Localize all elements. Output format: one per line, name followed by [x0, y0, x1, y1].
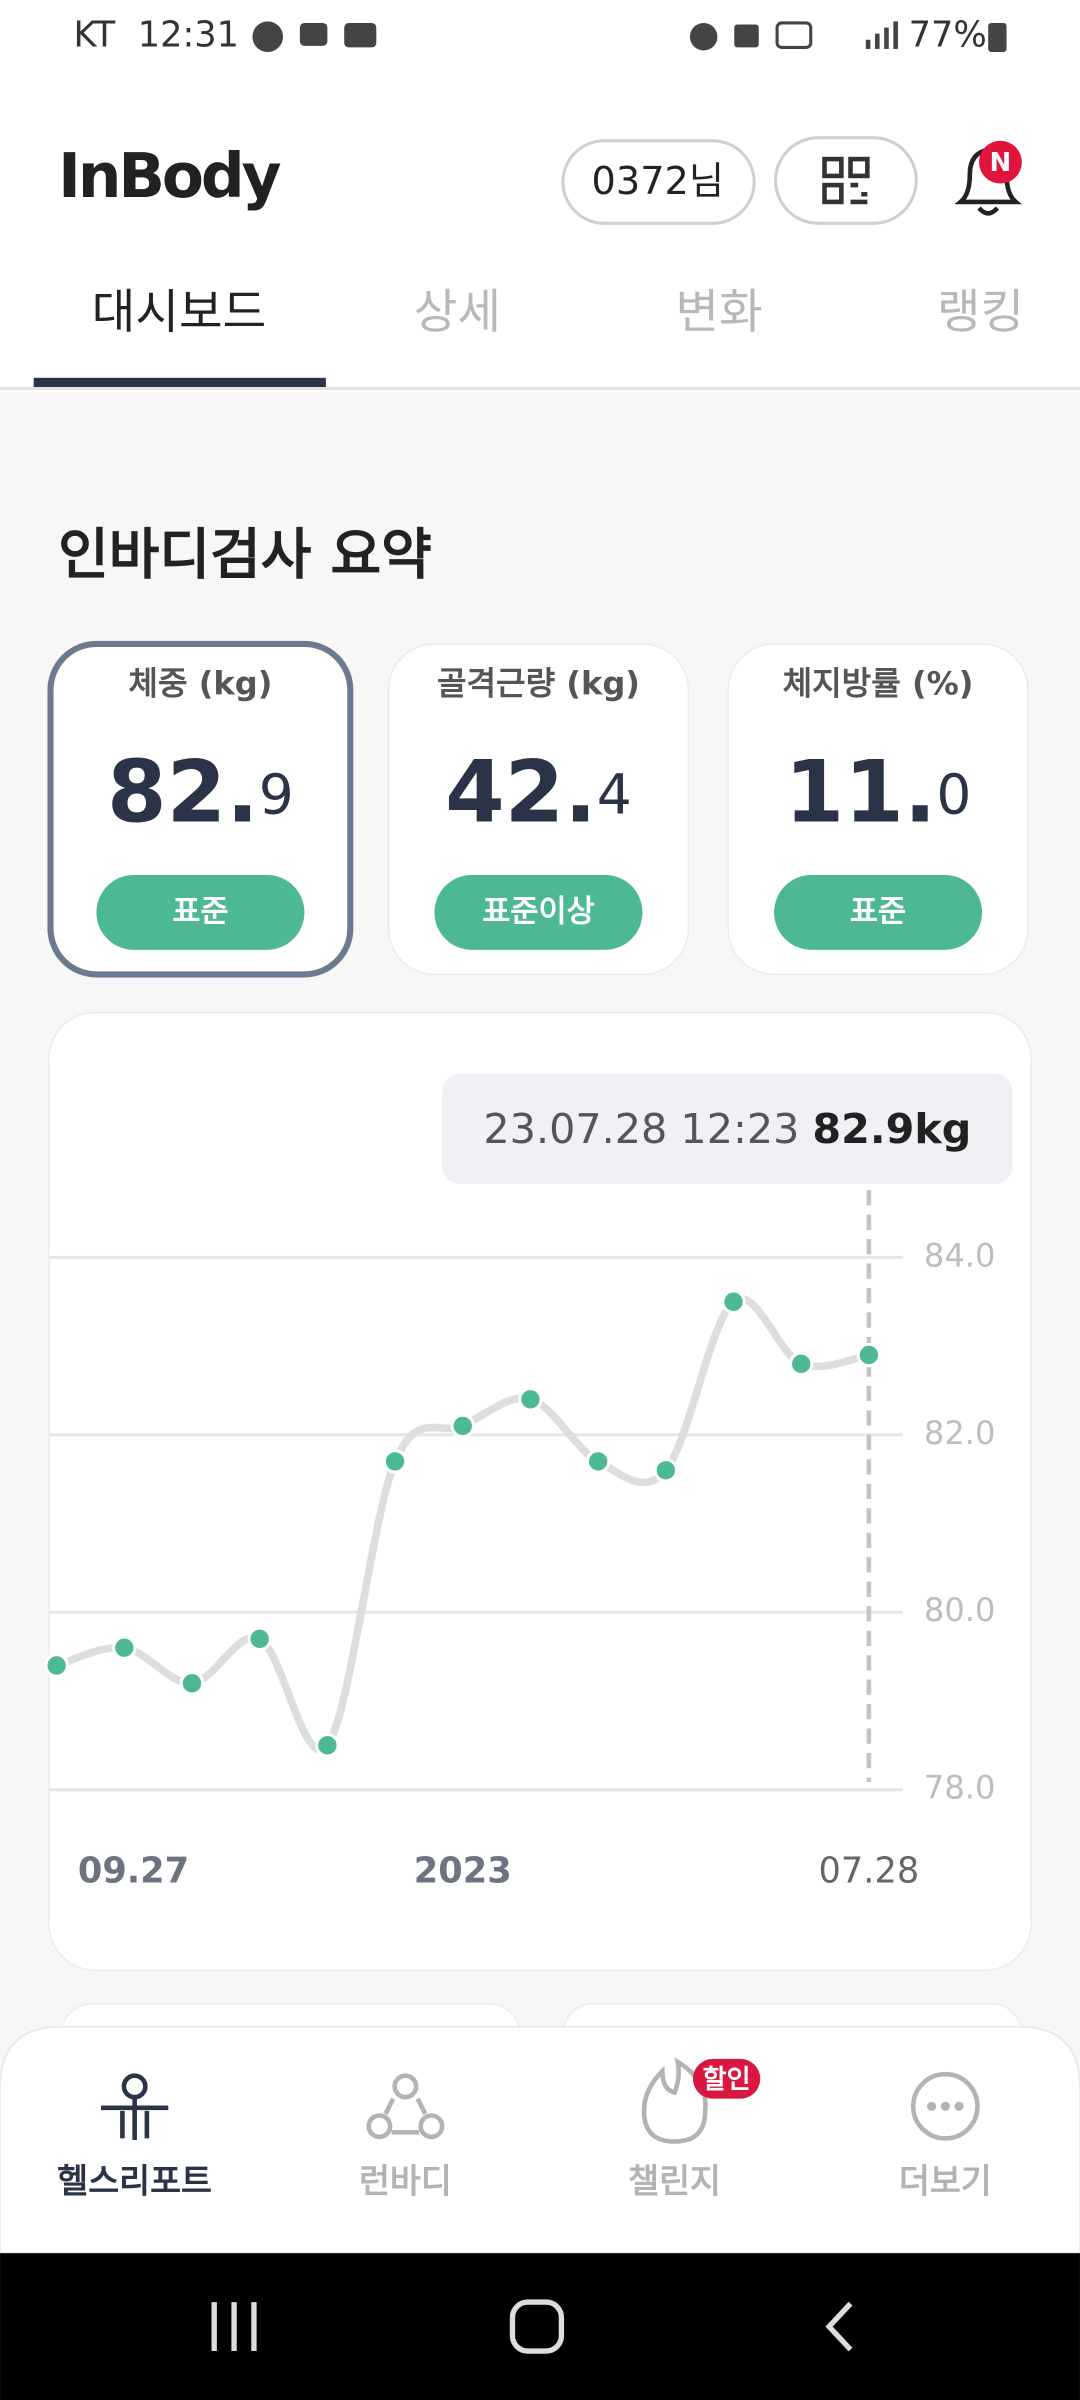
nav-items: 헬스리포트 런바디 챌린지 더보기 [57, 2161, 992, 2200]
data-point [315, 1733, 340, 1758]
card-label: 체지방률 (%) [783, 664, 974, 702]
svg-text:N: N [990, 148, 1012, 178]
y-tick-label: 82.0 [924, 1414, 995, 1452]
chart: 78.0 80.0 82.0 84.0 09.27 2023 07.28 [44, 1190, 995, 1891]
card-value: 42.4 [445, 743, 632, 843]
data-point [247, 1626, 272, 1652]
nav-label[interactable]: 챌린지 [628, 2161, 721, 2200]
x-tick-label: 09.27 [78, 1850, 189, 1891]
status-pill [434, 874, 643, 950]
card-value-decimal: 4 [597, 763, 632, 827]
nav-icons [100, 2057, 980, 2144]
status-text: 표준이상 [482, 895, 595, 930]
logo: InBody [58, 141, 280, 212]
notification-button[interactable]: N [954, 140, 1023, 216]
card-value-decimal: 0 [936, 763, 971, 827]
y-tick-label: 80.0 [924, 1591, 995, 1629]
data-point [788, 1351, 814, 1377]
data-point [382, 1449, 408, 1474]
card-value-decimal: 9 [259, 763, 294, 827]
bottom-nav [0, 2026, 1080, 2254]
system-buttons [211, 2299, 853, 2354]
tab[interactable]: 상세 [414, 285, 501, 340]
status-pill [774, 874, 983, 950]
card-label: 체중 (kg) [128, 664, 272, 702]
x-tick-label: 07.28 [819, 1850, 920, 1891]
data-point [721, 1289, 746, 1314]
nav-label[interactable]: 런바디 [359, 2161, 452, 2200]
status-icons [252, 21, 1007, 53]
x-tick-label: 2023 [414, 1850, 512, 1891]
data-point [112, 1635, 137, 1660]
clock: 12:31 [138, 15, 239, 56]
section-title: 인바디검사 요약 [58, 522, 432, 586]
data-point [585, 1449, 611, 1474]
tooltip [442, 1073, 1013, 1184]
status-text: 표준 [172, 895, 228, 930]
active-tab-indicator [33, 377, 326, 387]
card-value-integer: 82. [107, 743, 259, 843]
data-point [44, 1653, 69, 1678]
data-point [653, 1458, 679, 1483]
status-text: 표준 [850, 895, 906, 930]
battery-level: 77% [909, 15, 987, 56]
user-button[interactable] [561, 139, 756, 225]
card-value-integer: 42. [445, 743, 597, 843]
tab[interactable]: 변화 [675, 285, 762, 340]
status-pill [96, 874, 305, 950]
card-value: 11.0 [785, 743, 972, 843]
nav-label[interactable]: 헬스리포트 [57, 2161, 212, 2200]
tooltip-value: 82.9kg [812, 1105, 971, 1153]
carrier: KT [73, 15, 115, 56]
tooltip-date: 23.07.28 12:23 [483, 1105, 799, 1153]
user-name: 0372님 [592, 160, 724, 204]
y-tick-label: 84.0 [924, 1236, 995, 1274]
qr-button[interactable] [774, 136, 918, 225]
y-tick-label: 78.0 [924, 1769, 995, 1807]
summary-cards: 체중 (kg) 82.9 표준 골격근량 (kg) 42.4 표준이상 체지방률 (%) 11… [47, 640, 1029, 978]
tab[interactable]: 랭킹 [937, 285, 1024, 340]
card-value: 82.9 [107, 743, 294, 843]
card-value-integer: 11. [785, 743, 937, 843]
chart-card [48, 1011, 1032, 1971]
tab[interactable]: 대시보드 [92, 285, 266, 340]
qr-icon [822, 156, 870, 205]
data-point [856, 1342, 882, 1368]
nav-badge-text: 할인 [703, 2065, 751, 2095]
data-point [450, 1413, 475, 1439]
data-point [518, 1387, 543, 1412]
nav-badge [692, 2058, 761, 2099]
tab-divider [0, 386, 1080, 391]
tabs: 대시보드 상세 변화 랭킹 [92, 285, 1024, 340]
nav-label[interactable]: 더보기 [899, 2161, 992, 2200]
card-label: 골격근량 (kg) [437, 664, 640, 702]
data-point [179, 1670, 205, 1696]
system-nav [0, 2253, 1080, 2400]
